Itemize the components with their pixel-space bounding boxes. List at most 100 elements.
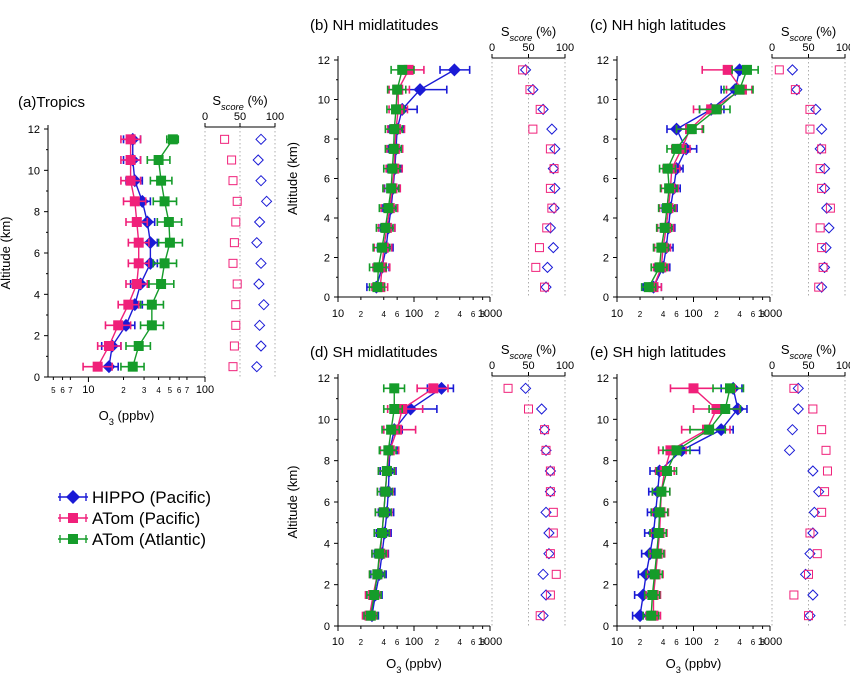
sscore-hippo-marker (544, 485, 557, 498)
y-tick-label: 8 (603, 134, 609, 146)
sscore-atom-marker (232, 279, 242, 289)
x-axis-label: O3 (ppbv) (99, 408, 155, 427)
data-point (373, 262, 384, 273)
x-tick-label: 2 (714, 638, 719, 647)
x-tick-label: 2 (359, 310, 364, 319)
x-tick-label: 4 (382, 638, 387, 647)
sscore-atom-marker (548, 528, 558, 538)
data-point (447, 63, 461, 77)
series-line (371, 387, 442, 616)
sscore-atom-marker (534, 243, 544, 253)
y-tick-label: 12 (28, 124, 40, 136)
legend-label: ATom (Atlantic) (92, 530, 206, 549)
sscore-tick-label: 50 (234, 111, 246, 123)
x-tick-label: 100 (405, 308, 423, 320)
x-tick-label: 2 (359, 638, 364, 647)
data-point (659, 222, 670, 233)
data-point (143, 236, 157, 250)
data-point (722, 64, 733, 75)
data-point (133, 237, 144, 248)
sscore-hippo-marker (807, 589, 819, 601)
sscore-atom-marker (815, 164, 825, 174)
data-point (146, 320, 157, 331)
data-point (380, 222, 391, 233)
data-point (153, 155, 164, 165)
y-tick-label: 10 (318, 414, 330, 426)
sscore-hippo-marker (807, 465, 819, 477)
x-tick-label: 6 (177, 386, 182, 395)
sscore-atom-marker (545, 144, 555, 154)
sscore-hippo-marker (251, 236, 263, 249)
y-tick-label: 6 (324, 174, 330, 186)
x-tick-label: 6 (751, 310, 756, 319)
sscore-hippo-marker (818, 162, 831, 175)
data-point (163, 217, 174, 227)
legend-marker (66, 490, 80, 504)
data-point (389, 383, 400, 394)
data-point (711, 104, 722, 115)
sscore-hippo-marker (791, 83, 803, 96)
x-tick-label: 6 (674, 310, 679, 319)
data-point (704, 424, 715, 435)
y-tick-label: 2 (603, 580, 609, 592)
data-point (167, 134, 178, 145)
sscore-atom-marker (549, 164, 559, 174)
sscore-hippo-marker (253, 319, 266, 332)
sscore-atom-marker (789, 383, 799, 393)
x-tick-label: 10 (332, 308, 344, 320)
data-point (741, 64, 752, 75)
series-line (97, 139, 140, 368)
sscore-atom-marker (820, 487, 830, 497)
series-line (368, 387, 434, 616)
data-point (661, 466, 672, 476)
sscore-tick-label: 0 (769, 360, 775, 372)
sscore-hippo-marker (255, 340, 267, 352)
data-point (387, 163, 398, 174)
data-point (386, 424, 397, 435)
data-point (125, 175, 136, 186)
data-point (369, 590, 380, 600)
data-point (428, 383, 439, 394)
x-tick-label: 6 (471, 310, 476, 319)
sscore-atom-marker (232, 196, 242, 206)
data-point (662, 163, 673, 174)
sscore-hippo-marker (253, 216, 266, 228)
x-tick-label: 4 (737, 638, 742, 647)
x-tick-label: 3 (142, 386, 147, 395)
sscore-hippo-marker (814, 143, 826, 155)
sscore-hippo-marker (549, 182, 561, 195)
data-point (374, 548, 385, 559)
panel-title: (c) NH high latitudes (590, 17, 726, 34)
data-point (129, 196, 140, 207)
sscore-atom-marker (545, 466, 555, 476)
x-tick-label: 7 (68, 386, 73, 395)
y-tick-label: 0 (324, 621, 330, 633)
sscore-hippo-marker (540, 281, 552, 293)
x-tick-label: 4 (458, 638, 463, 647)
sscore-hippo-marker (519, 382, 532, 395)
data-point (381, 466, 392, 476)
sscore-hippo-marker (538, 423, 551, 436)
data-point (664, 183, 675, 194)
data-point (392, 84, 403, 95)
y-tick-label: 2 (34, 331, 40, 343)
sscore-atom-marker (535, 611, 545, 621)
sscore-hippo-marker (792, 382, 804, 395)
sscore-atom-marker (228, 176, 238, 186)
y-axis-label: Altitude (km) (285, 466, 300, 539)
sscore-hippo-marker (255, 174, 267, 187)
x-tick-label: 8 (760, 638, 765, 647)
sscore-tick-label: 50 (802, 42, 814, 54)
x-tick-label: 6 (751, 638, 756, 647)
sscore-atom-marker (547, 203, 557, 213)
data-point (146, 299, 157, 310)
x-tick-label: 6 (395, 638, 400, 647)
sscore-hippo-marker (535, 403, 548, 415)
legend: HIPPO (Pacific) ATom (Pacific) ATom (Atlan… (58, 488, 211, 549)
data-point (661, 203, 672, 214)
x-tick-label: 6 (471, 638, 476, 647)
data-point (389, 404, 400, 414)
sscore-atom-marker (228, 258, 238, 268)
